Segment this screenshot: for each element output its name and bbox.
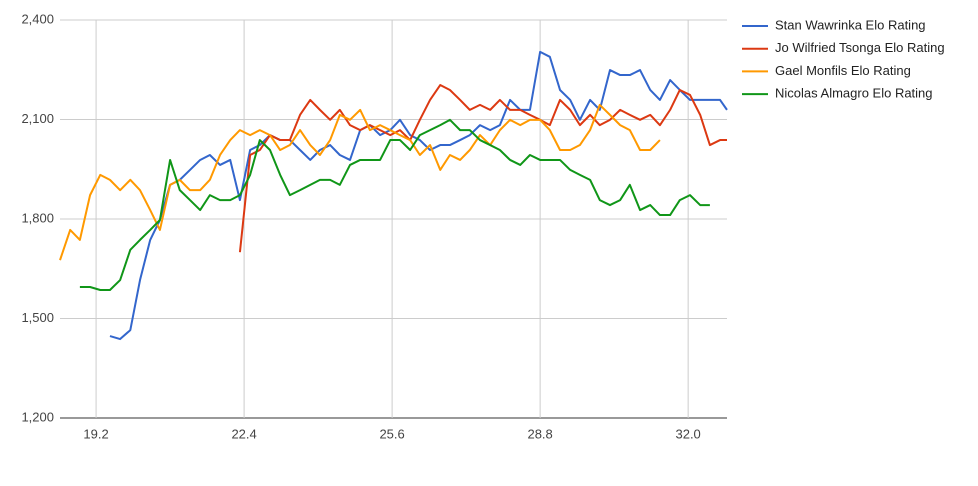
x-tick-label: 22.4 bbox=[231, 426, 256, 441]
y-tick-label: 1,800 bbox=[21, 210, 54, 225]
y-tick-label: 2,400 bbox=[21, 11, 54, 26]
legend-label: Stan Wawrinka Elo Rating bbox=[775, 17, 926, 32]
legend-label: Gael Monfils Elo Rating bbox=[775, 63, 911, 78]
x-tick-label: 25.6 bbox=[379, 426, 404, 441]
x-tick-label: 19.2 bbox=[83, 426, 108, 441]
x-tick-label: 28.8 bbox=[527, 426, 552, 441]
y-tick-label: 2,100 bbox=[21, 111, 54, 126]
series-line bbox=[59, 103, 661, 261]
series-line bbox=[238, 84, 727, 253]
x-tick-label: 32.0 bbox=[675, 426, 700, 441]
legend-label: Jo Wilfried Tsonga Elo Rating bbox=[775, 40, 945, 55]
series-line bbox=[79, 118, 710, 291]
series-line bbox=[109, 50, 728, 341]
legend-label: Nicolas Almagro Elo Rating bbox=[775, 86, 933, 101]
y-tick-label: 1,500 bbox=[21, 310, 54, 325]
y-tick-label: 1,200 bbox=[21, 409, 54, 424]
